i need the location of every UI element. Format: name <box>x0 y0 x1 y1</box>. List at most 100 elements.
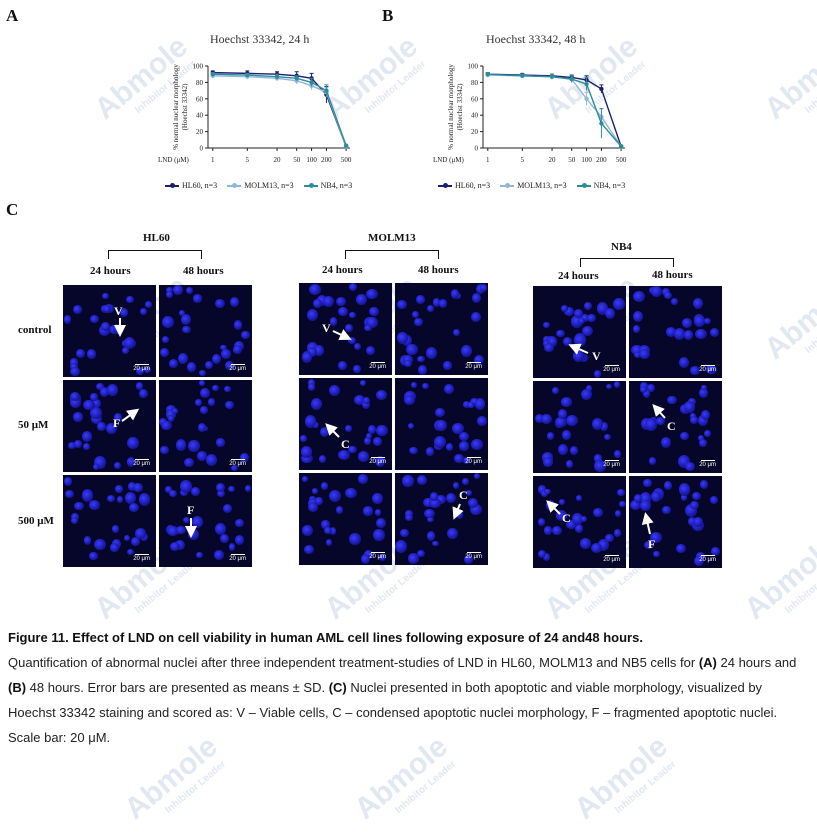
scale-bar-line <box>700 555 715 556</box>
arrow-icon <box>325 423 340 438</box>
scale-bar: 20 μm <box>369 457 386 465</box>
nucleus <box>195 399 202 406</box>
scale-bar-line <box>466 457 481 458</box>
chart-a-x-tick-label: 200 <box>321 156 332 164</box>
legend-item-hl60: HL60, n=3 <box>438 181 490 190</box>
nucleus <box>395 539 407 553</box>
nucleus <box>436 495 446 504</box>
nucleus <box>701 384 708 391</box>
nucleus <box>204 360 214 369</box>
nucleus <box>569 446 578 456</box>
nucleus <box>136 382 144 390</box>
nucleus <box>233 344 243 354</box>
nucleus <box>188 439 200 452</box>
nucleus <box>605 383 613 390</box>
watermark-tagline: Inhibitor Leader <box>613 758 679 816</box>
chart-b-y-tick-label: 20 <box>471 128 479 136</box>
nucleus <box>476 416 487 426</box>
micrograph-hl60-r0-c1: 20 μm <box>159 285 252 377</box>
nucleus <box>126 296 135 304</box>
nucleus <box>190 487 200 497</box>
chart-a-x-tick-label: 20 <box>274 156 282 164</box>
chart-b-y-tick-label: 60 <box>471 95 479 103</box>
legend-item-molm13: MOLM13, n=3 <box>500 181 567 190</box>
nucleus <box>598 538 610 551</box>
nucleus <box>376 390 388 401</box>
nucleus <box>592 508 603 518</box>
nucleus <box>170 541 181 551</box>
nucleus <box>228 543 236 551</box>
legend-label-molm13: MOLM13, n=3 <box>517 181 567 190</box>
nucleus <box>349 312 356 319</box>
legend-label-nb4: NB4, n=3 <box>593 181 626 190</box>
arrow-icon <box>452 503 464 520</box>
nucleus <box>540 413 552 424</box>
nucleus <box>473 354 485 366</box>
scale-bar: 20 μm <box>699 460 716 468</box>
nucleus <box>630 500 641 510</box>
chart-a-x-tick-label: 500 <box>341 156 352 164</box>
nucleus <box>416 295 425 305</box>
chart-a-point-nb4 <box>324 88 329 93</box>
chart-b-y-tick-label: 0 <box>475 145 479 153</box>
scale-bar-label: 20 μm <box>229 461 246 467</box>
nucleus <box>324 526 332 535</box>
nucleus <box>353 364 362 374</box>
nucleus <box>196 551 203 559</box>
nucleus <box>474 473 481 479</box>
caption-title: Figure 11. Effect of LND on cell viabili… <box>8 630 643 645</box>
nucleus <box>123 336 136 350</box>
scale-bar: 20 μm <box>603 460 620 468</box>
nucleus <box>70 391 80 401</box>
nucleus <box>224 385 231 393</box>
nucleus <box>307 379 316 388</box>
chart-b-x-tick-label: 500 <box>616 156 627 164</box>
chart-a-y-tick-label: 40 <box>196 112 204 120</box>
scale-bar-label: 20 μm <box>699 557 716 563</box>
nucleus <box>186 286 194 295</box>
nucleus <box>633 351 642 359</box>
nucleus <box>461 478 470 485</box>
caption-a-text: 24 hours and <box>716 655 797 670</box>
chart-b-x-tick-label: 200 <box>596 156 607 164</box>
scale-bar-label: 20 μm <box>369 364 386 370</box>
nucleus <box>207 398 216 406</box>
nucleus <box>127 549 135 555</box>
nucleus <box>403 394 416 405</box>
chart-b-x-axis-label: LND (μM) <box>433 156 464 164</box>
nucleus <box>101 321 110 332</box>
scale-bar-label: 20 μm <box>465 554 482 560</box>
nucleus <box>368 425 376 434</box>
nucleus <box>355 293 367 306</box>
scale-bar: 20 μm <box>465 457 482 465</box>
group-label-hl60: HL60 <box>143 232 170 244</box>
scale-bar-line <box>466 362 481 363</box>
nucleus <box>145 301 153 308</box>
nucleus <box>479 284 487 292</box>
nucleus <box>454 454 464 463</box>
nucleus <box>224 401 234 410</box>
chart-b-point-nb4 <box>584 81 589 87</box>
nucleus <box>418 365 427 375</box>
panel-letter-b: B <box>382 6 394 25</box>
nucleus <box>700 409 710 420</box>
chart-a-x-tick-label: 1 <box>211 156 215 164</box>
scale-bar-line <box>230 554 245 555</box>
nucleus <box>426 304 435 312</box>
nucleus <box>452 482 459 490</box>
nucleus <box>557 408 567 419</box>
chart-b-point-nb4 <box>599 121 604 126</box>
arrow-label-condensed: C <box>667 419 676 433</box>
chart-a-y-tick-label: 60 <box>196 95 204 103</box>
scale-bar: 20 μm <box>133 364 150 372</box>
chart-a-point-nb4 <box>210 72 215 77</box>
nucleus <box>221 349 232 359</box>
scale-bar-line <box>604 555 619 556</box>
nucleus <box>200 387 210 398</box>
nucleus <box>693 315 706 327</box>
nucleus <box>547 336 558 347</box>
nucleus <box>338 361 348 371</box>
nucleus <box>433 435 446 448</box>
nucleus <box>362 399 371 409</box>
arrow-label-viable: V <box>114 304 123 318</box>
